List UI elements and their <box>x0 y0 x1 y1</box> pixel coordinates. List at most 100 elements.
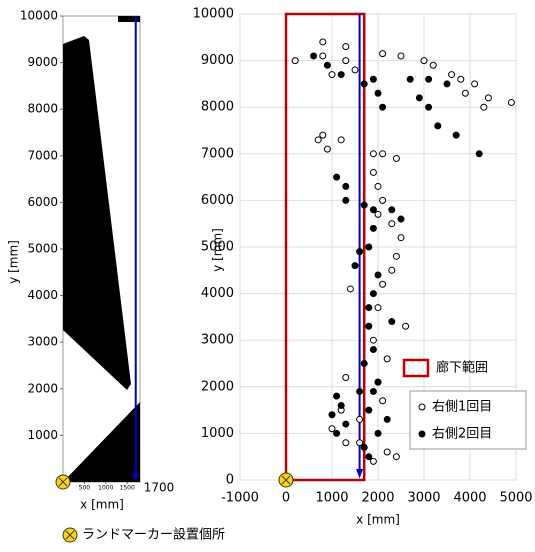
point <box>508 100 514 106</box>
y-tick-label: 5000 <box>27 242 58 256</box>
point <box>458 76 464 82</box>
y-tick-label: 10000 <box>193 7 234 22</box>
point <box>380 197 386 203</box>
point <box>462 90 468 96</box>
x-tick-label: 500 <box>79 485 91 492</box>
y-tick-label: 2000 <box>27 381 58 395</box>
point <box>361 444 367 450</box>
point <box>370 337 376 343</box>
point <box>357 388 363 394</box>
point <box>338 72 344 78</box>
x-tick-label: -1000 <box>221 491 259 506</box>
point <box>393 253 399 259</box>
point <box>375 430 381 436</box>
point <box>329 412 335 418</box>
point <box>384 356 390 362</box>
point <box>426 104 432 110</box>
point <box>398 216 404 222</box>
point <box>347 286 353 292</box>
figure: y [mm] x [mm] y [mm] x [mm] ランドマーカー設置個所 … <box>0 0 535 548</box>
legend-marker <box>419 404 425 410</box>
point <box>375 183 381 189</box>
point <box>375 90 381 96</box>
point <box>380 151 386 157</box>
point <box>407 76 413 82</box>
x-tick-label: 1000 <box>315 491 348 506</box>
point <box>370 76 376 82</box>
y-tick-label: 7000 <box>27 148 58 162</box>
point <box>416 95 422 101</box>
point <box>430 62 436 68</box>
point <box>338 137 344 143</box>
point <box>370 291 376 297</box>
note: ランドマーカー設置個所 <box>63 527 225 543</box>
point <box>357 249 363 255</box>
y-tick-label: 4000 <box>27 288 58 302</box>
point <box>380 51 386 57</box>
point <box>366 305 372 311</box>
legend-label: 右側2回目 <box>432 427 492 442</box>
x-tick-label: 0 <box>282 491 290 506</box>
point <box>389 319 395 325</box>
point <box>426 76 432 82</box>
legend-label: 右側1回目 <box>432 400 492 415</box>
x-axis-label: x [mm] <box>80 498 124 512</box>
point <box>343 183 349 189</box>
x-tick-label: 1000 <box>98 485 113 492</box>
y-tick-label: 5000 <box>201 240 234 255</box>
point <box>343 58 349 64</box>
x-tick-label: 3000 <box>407 491 440 506</box>
point <box>343 440 349 446</box>
point <box>357 440 363 446</box>
point <box>472 81 478 87</box>
y-tick-label: 9000 <box>27 55 58 69</box>
point <box>343 421 349 427</box>
point <box>324 146 330 152</box>
point <box>476 151 482 157</box>
point <box>343 197 349 203</box>
y-tick-label: 9000 <box>201 53 234 68</box>
y-tick-label: 6000 <box>201 193 234 208</box>
y-tick-label: 6000 <box>27 195 58 209</box>
point <box>375 211 381 217</box>
point <box>334 393 340 399</box>
point <box>380 281 386 287</box>
point <box>334 174 340 180</box>
point <box>366 407 372 413</box>
point <box>352 67 358 73</box>
map-shapes <box>63 16 140 482</box>
point <box>393 155 399 161</box>
point <box>311 53 317 59</box>
point <box>370 169 376 175</box>
point <box>320 53 326 59</box>
legend-label: 廊下範囲 <box>436 360 488 376</box>
point <box>320 39 326 45</box>
y-tick-label: 1000 <box>201 426 234 441</box>
y-tick-label: 2000 <box>201 379 234 394</box>
y-tick-label: 1000 <box>27 428 58 442</box>
point <box>421 58 427 64</box>
point <box>361 81 367 87</box>
point <box>435 123 441 129</box>
point <box>366 454 372 460</box>
x-tick-label: 5000 <box>499 491 532 506</box>
point <box>329 426 335 432</box>
point <box>384 416 390 422</box>
point <box>389 267 395 273</box>
point <box>370 388 376 394</box>
arrow-label: 1700 <box>144 481 175 495</box>
point <box>384 449 390 455</box>
point <box>320 132 326 138</box>
point <box>389 207 395 213</box>
point <box>380 398 386 404</box>
point <box>343 374 349 380</box>
point <box>370 225 376 231</box>
y-tick-label: 8000 <box>201 100 234 115</box>
point <box>375 379 381 385</box>
y-tick-label: 10000 <box>20 9 58 23</box>
point <box>334 430 340 436</box>
point <box>361 361 367 367</box>
point <box>370 207 376 213</box>
y-axis-label: y [mm] <box>7 240 21 284</box>
point <box>370 347 376 353</box>
